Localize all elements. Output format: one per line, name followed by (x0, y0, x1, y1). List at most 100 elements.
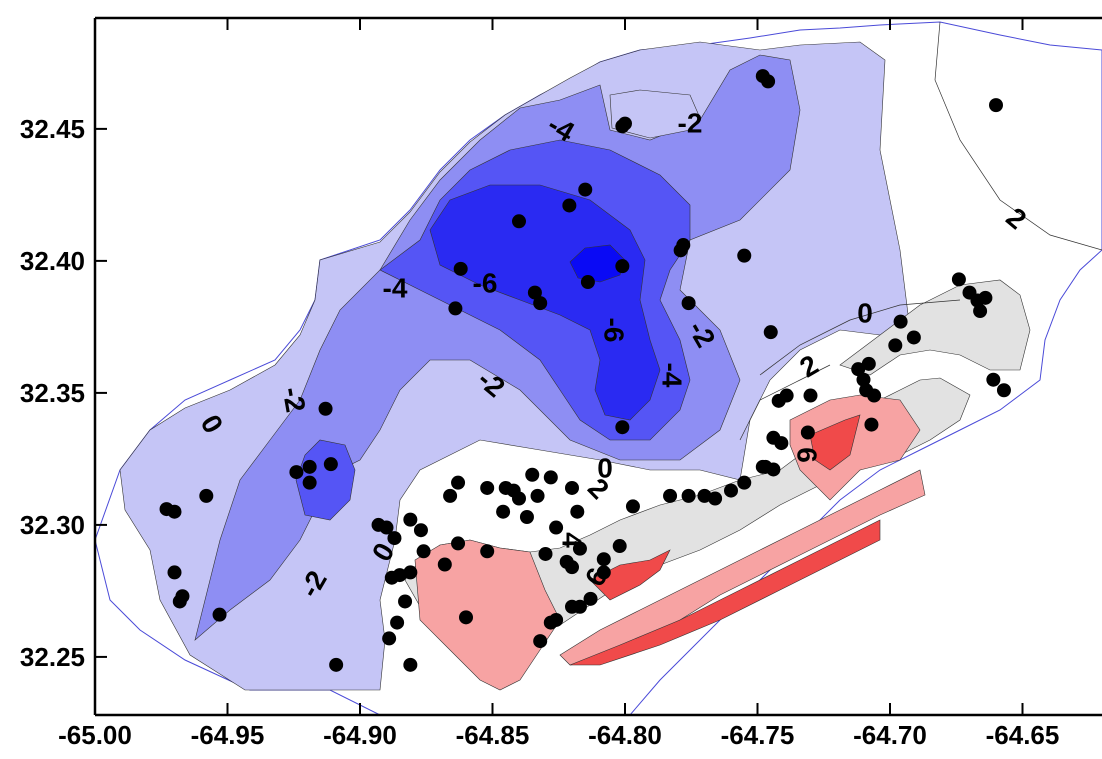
station-point (612, 539, 627, 554)
station-point (403, 565, 418, 580)
station-point (851, 362, 866, 377)
contour-label: -6 (473, 267, 498, 298)
station-point (549, 612, 564, 627)
x-tick-label: -64.90 (323, 720, 397, 750)
station-point (724, 483, 738, 498)
station-point (403, 657, 418, 672)
station-point (533, 634, 548, 649)
station-point (451, 536, 466, 551)
station-point (615, 259, 630, 274)
station-point (625, 499, 640, 514)
station-point (973, 304, 988, 319)
station-point (559, 554, 574, 569)
station-point (543, 470, 558, 485)
x-tick-label: -64.80 (588, 720, 662, 750)
contour-label: -4 (383, 272, 408, 303)
station-point (387, 531, 402, 546)
station-point (708, 491, 723, 506)
contour-label: 0 (597, 452, 613, 483)
station-point (766, 462, 781, 477)
station-point (572, 541, 587, 556)
station-point (774, 436, 789, 451)
contour-fill-6-south (569, 519, 881, 666)
station-point (803, 388, 818, 403)
contour-fill-6 (589, 549, 671, 601)
station-point (681, 488, 696, 503)
station-markers (159, 69, 1011, 672)
contour-label: 0 (857, 297, 873, 328)
station-point (480, 480, 495, 495)
station-point (403, 512, 418, 527)
station-point (618, 116, 632, 131)
station-point (302, 459, 317, 474)
station-point (989, 98, 1003, 113)
x-tick-label: -64.75 (721, 720, 795, 750)
y-tick-label: 32.25 (20, 642, 85, 672)
station-point (580, 275, 595, 290)
contour-line-0-east (759, 299, 961, 376)
station-point (530, 488, 545, 503)
y-tick-label: 32.40 (20, 246, 85, 276)
station-point (512, 214, 526, 229)
contour-fill-4-east (789, 394, 921, 501)
station-point (761, 74, 776, 89)
station-point (978, 290, 993, 305)
y-tick-label: 32.35 (20, 378, 85, 408)
station-point (549, 520, 564, 535)
station-point (570, 504, 585, 519)
contour-label: -4 (657, 363, 688, 388)
station-point (480, 544, 495, 559)
y-tick-label: 32.45 (20, 114, 85, 144)
station-point (538, 546, 553, 561)
contour-label: -2 (277, 385, 312, 415)
station-point (861, 356, 876, 371)
x-tick-label: -65.00 (58, 720, 132, 750)
station-point (199, 488, 214, 503)
station-point (893, 314, 908, 329)
station-point (525, 467, 540, 482)
x-tick-label: -64.70 (853, 720, 927, 750)
x-tick-label: -64.65 (986, 720, 1060, 750)
station-point (737, 475, 752, 490)
station-point (562, 198, 577, 213)
station-point (533, 296, 548, 311)
station-point (779, 388, 794, 403)
station-point (390, 615, 405, 630)
station-point (459, 610, 473, 625)
station-point (578, 182, 593, 197)
contour-line-2-east (739, 364, 831, 441)
contour-label: 6 (792, 447, 823, 463)
station-point (496, 504, 511, 519)
station-point (398, 594, 413, 609)
station-point (379, 520, 394, 535)
station-point (172, 594, 187, 609)
station-point (323, 457, 338, 472)
station-point (382, 631, 397, 646)
station-point (596, 552, 611, 567)
station-point (527, 285, 542, 300)
contour-label: -2 (678, 107, 703, 138)
station-point (519, 509, 534, 524)
station-point (167, 504, 182, 519)
station-point (451, 475, 466, 490)
station-point (565, 480, 579, 495)
station-point (212, 607, 227, 622)
station-point (800, 425, 815, 440)
x-tick-label: -64.95 (191, 720, 265, 750)
station-point (986, 372, 1001, 387)
station-point (859, 383, 874, 398)
station-point (951, 272, 966, 287)
station-point (763, 325, 778, 340)
station-point (453, 261, 468, 276)
station-point (448, 301, 463, 316)
x-tick-label: -64.85 (456, 720, 530, 750)
station-point (583, 591, 598, 606)
station-point (443, 488, 458, 503)
station-point (302, 475, 317, 490)
station-point (615, 420, 630, 435)
station-point (681, 296, 696, 311)
station-point (512, 491, 526, 506)
station-point (384, 570, 399, 585)
station-point (413, 523, 428, 538)
